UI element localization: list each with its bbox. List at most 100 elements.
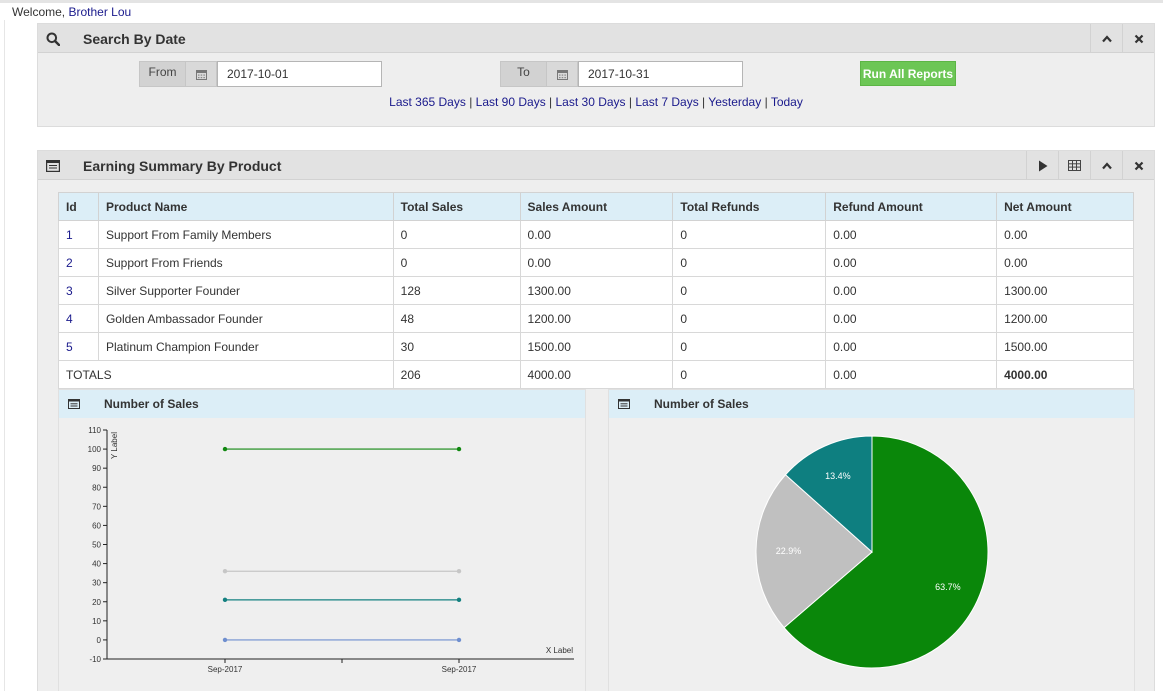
search-panel: Search By Date From To Run All Reports L…	[37, 23, 1155, 127]
close-icon	[1134, 161, 1143, 170]
table-view-button[interactable]	[1058, 151, 1090, 180]
table-icon	[1068, 160, 1081, 171]
table-cell[interactable]: 3	[58, 276, 99, 305]
table-row: 4 Golden Ambassador Founder 48 1200.00 0 0.00…	[58, 304, 1134, 333]
y-axis-label: Y Label	[110, 432, 119, 459]
quick-range-links: Last 365 Days | Last 90 Days | Last 30 D…	[38, 95, 1154, 109]
earning-panel: Earning Summary By Product Id Product Na…	[37, 150, 1155, 691]
quick-link-last-90-days[interactable]: Last 90 Days	[475, 95, 546, 109]
table-cell: 0	[672, 332, 827, 361]
data-point	[222, 637, 228, 643]
column-header[interactable]: Product Name	[97, 192, 394, 221]
table-cell: 0	[672, 276, 827, 305]
column-header[interactable]: Sales Amount	[519, 192, 674, 221]
table-cell: 0.00	[996, 248, 1134, 277]
pie-slice-label: 22.9%	[776, 546, 802, 556]
close-icon	[1134, 34, 1143, 43]
to-label: To	[500, 61, 547, 87]
pie-chart-header: Number of Sales	[609, 390, 1134, 418]
y-tick-label: 60	[92, 521, 101, 530]
y-tick-label: 50	[92, 541, 101, 550]
table-cell: 0	[392, 248, 521, 277]
table-cell: 0.00	[996, 220, 1134, 249]
quick-link-last-7-days[interactable]: Last 7 Days	[635, 95, 699, 109]
x-tick-label: Sep-2017	[442, 665, 477, 674]
list-icon	[59, 390, 89, 418]
list-icon	[609, 390, 639, 418]
line-chart-title: Number of Sales	[104, 397, 199, 411]
link-separator: |	[625, 95, 636, 109]
quick-link-yesterday[interactable]: Yesterday	[708, 95, 762, 109]
column-header[interactable]: Total Refunds	[672, 192, 827, 221]
pie-chart-panel: Number of Sales 63.7% 22.9% 13.4%	[608, 389, 1135, 691]
table-cell[interactable]: 1	[58, 220, 99, 249]
line-chart-header: Number of Sales	[59, 390, 585, 418]
totals-total-sales: 206	[392, 360, 521, 389]
table-cell: 0.00	[825, 220, 998, 249]
to-date-input[interactable]	[578, 61, 743, 87]
play-button[interactable]	[1026, 151, 1058, 180]
table-cell[interactable]: 2	[58, 248, 99, 277]
table-cell[interactable]: 5	[58, 332, 99, 361]
y-tick-label: -10	[89, 655, 101, 664]
x-tick-label: Sep-2017	[208, 665, 243, 674]
pie-slice-label: 13.4%	[825, 471, 851, 481]
table-cell: 0.00	[519, 248, 674, 277]
pie-slice	[784, 435, 873, 554]
from-date-input[interactable]	[217, 61, 382, 87]
table-cell: 128	[392, 276, 521, 305]
y-tick-label: 110	[88, 426, 101, 435]
table-cell: Support From Friends	[97, 248, 394, 277]
calendar-icon[interactable]	[547, 61, 578, 87]
run-all-reports-button[interactable]: Run All Reports	[860, 61, 956, 86]
chevron-up-icon	[1101, 161, 1112, 169]
link-separator: |	[698, 95, 709, 109]
quick-link-last-30-days[interactable]: Last 30 Days	[555, 95, 626, 109]
table-cell: 1200.00	[996, 304, 1134, 333]
close-search-button[interactable]	[1122, 24, 1154, 53]
totals-net-amount: 4000.00	[996, 360, 1134, 389]
table-cell: 0.00	[825, 248, 998, 277]
earning-panel-title: Earning Summary By Product	[83, 158, 282, 174]
column-header[interactable]: Id	[58, 192, 99, 221]
data-point	[456, 637, 462, 643]
link-separator: |	[465, 95, 476, 109]
table-cell: 0.00	[825, 276, 998, 305]
table-row: 2 Support From Friends 0 0.00 0 0.00 0.00	[58, 248, 1134, 277]
collapse-search-button[interactable]	[1090, 24, 1122, 53]
close-earning-button[interactable]	[1122, 151, 1154, 180]
data-point	[456, 569, 462, 574]
from-date-group: From	[139, 61, 382, 87]
data-point	[456, 597, 462, 603]
column-header[interactable]: Refund Amount	[825, 192, 998, 221]
table-cell: 0	[672, 248, 827, 277]
collapse-earning-button[interactable]	[1090, 151, 1122, 180]
column-header[interactable]: Net Amount	[996, 192, 1134, 221]
list-icon	[38, 151, 67, 180]
table-cell: 0	[392, 220, 521, 249]
y-tick-label: 40	[92, 560, 101, 569]
table-cell[interactable]: 4	[58, 304, 99, 333]
data-point	[456, 446, 462, 452]
welcome-text: Welcome, Brother Lou	[12, 5, 131, 19]
data-point	[222, 569, 228, 574]
pie-chart: 63.7% 22.9% 13.4%	[755, 435, 989, 669]
table-cell: Support From Family Members	[97, 220, 394, 249]
quick-link-last-365-days[interactable]: Last 365 Days	[389, 95, 466, 109]
y-tick-label: 70	[92, 502, 101, 511]
earning-panel-header: Earning Summary By Product	[38, 151, 1154, 180]
table-cell: 1300.00	[519, 276, 674, 305]
user-link[interactable]: Brother Lou	[68, 5, 132, 19]
column-header[interactable]: Total Sales	[392, 192, 521, 221]
welcome-prefix: Welcome,	[12, 5, 69, 19]
table-cell: Silver Supporter Founder	[97, 276, 394, 305]
table-cell: 1500.00	[996, 332, 1134, 361]
y-tick-label: 80	[92, 483, 101, 492]
quick-link-today[interactable]: Today	[770, 95, 803, 109]
table-cell: 1300.00	[996, 276, 1134, 305]
calendar-icon[interactable]	[186, 61, 217, 87]
earning-table: Id Product Name Total Sales Sales Amount…	[58, 192, 1134, 389]
table-row: 3 Silver Supporter Founder 128 1300.00 0 0.00…	[58, 276, 1134, 305]
table-cell: 30	[392, 332, 521, 361]
totals-row: TOTALS 206 4000.00 0 0.00 4000.00	[58, 360, 1134, 389]
